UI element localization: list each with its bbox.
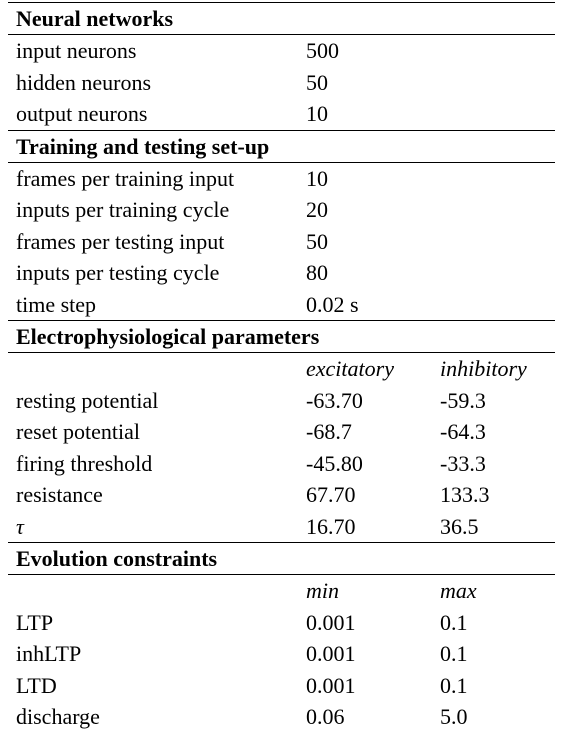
param-value: 10 xyxy=(306,166,328,192)
param-label: resting potential xyxy=(16,387,159,413)
table-row: firing threshold -45.80 -33.3 xyxy=(8,448,555,479)
column-header-inhibitory: inhibitory xyxy=(440,356,527,382)
table-row: inhLTP 0.001 0.1 xyxy=(8,638,555,669)
inhibitory-value: -64.3 xyxy=(440,419,486,445)
param-label: inputs per training cycle xyxy=(16,197,230,223)
section-title: Neural networks xyxy=(8,1,555,36)
excitatory-value: 67.70 xyxy=(306,482,356,508)
section-header-electrophysiological: Electrophysiological parameters xyxy=(8,320,555,354)
table-row: reset potential -68.7 -64.3 xyxy=(8,416,555,447)
param-value: 0.02 s xyxy=(306,291,359,317)
min-value: 0.001 xyxy=(306,609,356,635)
max-value: 5.0 xyxy=(440,703,468,729)
param-value: 80 xyxy=(306,260,328,286)
table-row: LTD 0.001 0.1 xyxy=(8,670,555,701)
min-value: 0.06 xyxy=(306,703,345,729)
param-label-tau: τ xyxy=(16,513,24,539)
table-row: resistance 67.70 133.3 xyxy=(8,479,555,510)
table-row: input neurons 500 xyxy=(8,35,555,67)
max-value: 0.1 xyxy=(440,609,468,635)
section-title: Training and testing set-up xyxy=(8,129,555,164)
excitatory-value: 16.70 xyxy=(306,513,356,539)
table-row: frames per testing input 50 xyxy=(8,226,555,257)
section-title: Electrophysiological parameters xyxy=(8,320,555,354)
table-row: inputs per testing cycle 80 xyxy=(8,257,555,288)
param-label: output neurons xyxy=(16,101,148,127)
param-value: 10 xyxy=(306,101,328,127)
table-row: time step 0.02 s xyxy=(8,289,555,321)
inhibitory-value: -59.3 xyxy=(440,387,486,413)
max-value: 0.1 xyxy=(440,641,468,667)
table-row: τ 16.70 36.5 xyxy=(8,511,555,543)
max-value: 0.1 xyxy=(440,672,468,698)
param-label: LTP xyxy=(16,609,54,635)
column-header-min: min xyxy=(306,578,339,604)
column-header-row: min max xyxy=(8,575,555,607)
column-header-excitatory: excitatory xyxy=(306,356,394,382)
param-label: firing threshold xyxy=(16,450,153,476)
excitatory-value: -68.7 xyxy=(306,419,352,445)
param-label: discharge xyxy=(16,703,100,729)
param-label: input neurons xyxy=(16,38,137,64)
param-label: time step xyxy=(16,291,97,317)
table-row: output neurons 10 xyxy=(8,98,555,130)
column-header-max: max xyxy=(440,578,477,604)
table-row: LTP 0.001 0.1 xyxy=(8,607,555,638)
section-header-evolution-constraints: Evolution constraints xyxy=(8,541,555,576)
excitatory-value: -45.80 xyxy=(306,450,363,476)
parameters-table: Neural networks input neurons 500 hidden… xyxy=(8,1,555,732)
param-label: inputs per testing cycle xyxy=(16,260,220,286)
table-row: resting potential -63.70 -59.3 xyxy=(8,385,555,416)
table-row: frames per training input 10 xyxy=(8,163,555,195)
param-label: inhLTP xyxy=(16,641,82,667)
section-header-neural-networks: Neural networks xyxy=(8,1,555,36)
param-label: frames per testing input xyxy=(16,228,225,254)
table-row: hidden neurons 50 xyxy=(8,67,555,98)
param-value: 20 xyxy=(306,197,328,223)
param-label: resistance xyxy=(16,482,103,508)
table-row: inputs per training cycle 20 xyxy=(8,194,555,225)
param-label: hidden neurons xyxy=(16,69,152,95)
column-header-row: excitatory inhibitory xyxy=(8,353,555,385)
param-label: reset potential xyxy=(16,419,141,445)
param-label: frames per training input xyxy=(16,166,235,192)
inhibitory-value: 133.3 xyxy=(440,482,490,508)
inhibitory-value: -33.3 xyxy=(440,450,486,476)
min-value: 0.001 xyxy=(306,672,356,698)
param-value: 50 xyxy=(306,228,328,254)
param-value: 500 xyxy=(306,38,339,64)
min-value: 0.001 xyxy=(306,641,356,667)
inhibitory-value: 36.5 xyxy=(440,513,479,539)
param-value: 50 xyxy=(306,69,328,95)
table-row: discharge 0.06 5.0 xyxy=(8,701,555,732)
param-label: LTD xyxy=(16,672,57,698)
section-header-training-testing: Training and testing set-up xyxy=(8,129,555,164)
excitatory-value: -63.70 xyxy=(306,387,363,413)
section-title: Evolution constraints xyxy=(8,541,555,576)
